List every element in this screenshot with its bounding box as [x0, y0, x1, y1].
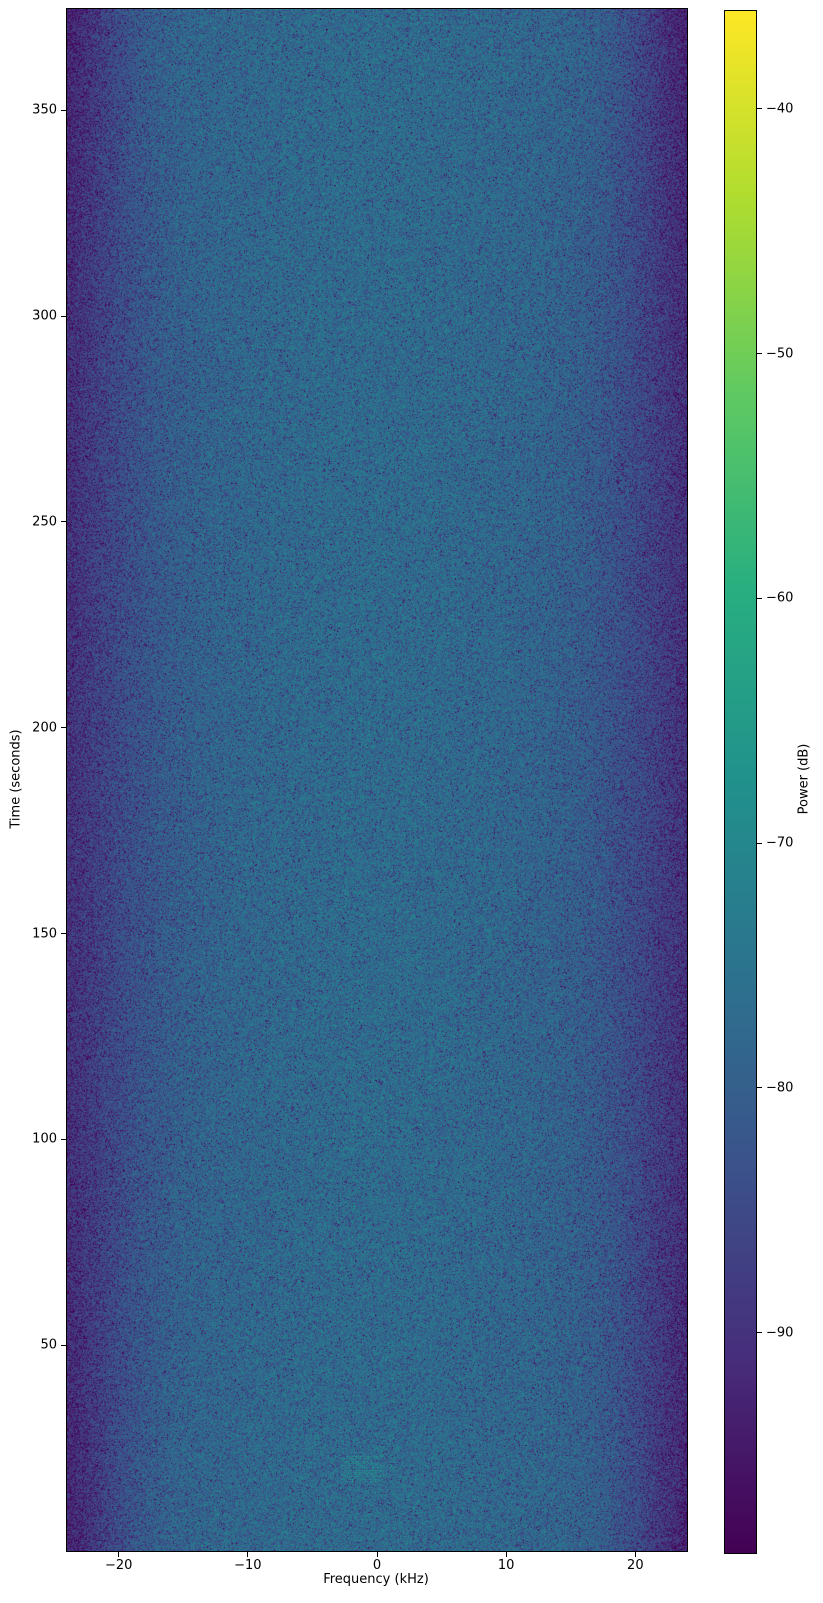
x-axis-label: Frequency (kHz) [323, 1572, 429, 1587]
colorbar-tick [757, 353, 762, 355]
x-tick-label: −10 [234, 1558, 262, 1573]
x-tick [634, 1552, 636, 1557]
spectrogram-heatmap-canvas [66, 8, 688, 1552]
colorbar-tick-label: −90 [766, 1325, 794, 1341]
colorbar-tick [757, 842, 762, 844]
y-tick [61, 109, 66, 111]
y-tick-label: 150 [32, 926, 57, 942]
colorbar-tick-label: −60 [766, 590, 794, 606]
y-axis-label: Time (seconds) [8, 729, 24, 829]
x-tick-label: 10 [497, 1558, 515, 1573]
x-tick [505, 1552, 507, 1557]
colorbar-tick [757, 108, 762, 110]
x-tick-label: 20 [627, 1558, 644, 1573]
colorbar-tick [757, 1087, 762, 1089]
x-tick [118, 1552, 120, 1557]
colorbar-tick [757, 597, 762, 599]
colorbar-tick-label: −40 [766, 101, 794, 117]
colorbar-tick-label: −50 [766, 346, 794, 362]
colorbar-gradient-canvas [724, 10, 757, 1554]
y-tick [61, 315, 66, 317]
colorbar-tick [757, 1332, 762, 1334]
y-tick [61, 933, 66, 935]
y-tick [61, 727, 66, 729]
y-tick-label: 100 [32, 1131, 57, 1147]
y-tick [61, 1344, 66, 1346]
y-tick-label: 50 [40, 1337, 57, 1353]
y-tick-label: 250 [32, 514, 57, 530]
x-tick-label: −20 [104, 1558, 133, 1573]
x-tick [247, 1552, 249, 1557]
y-tick-label: 350 [32, 102, 57, 118]
y-tick-label: 300 [32, 308, 57, 324]
x-tick-label: 0 [372, 1558, 382, 1573]
x-tick [376, 1552, 378, 1557]
y-tick [61, 521, 66, 523]
y-tick [61, 1138, 66, 1140]
colorbar-label: Power (dB) [796, 743, 812, 815]
colorbar-tick-label: −70 [766, 835, 794, 851]
colorbar-tick-label: −80 [766, 1080, 794, 1096]
y-tick-label: 200 [32, 720, 57, 736]
